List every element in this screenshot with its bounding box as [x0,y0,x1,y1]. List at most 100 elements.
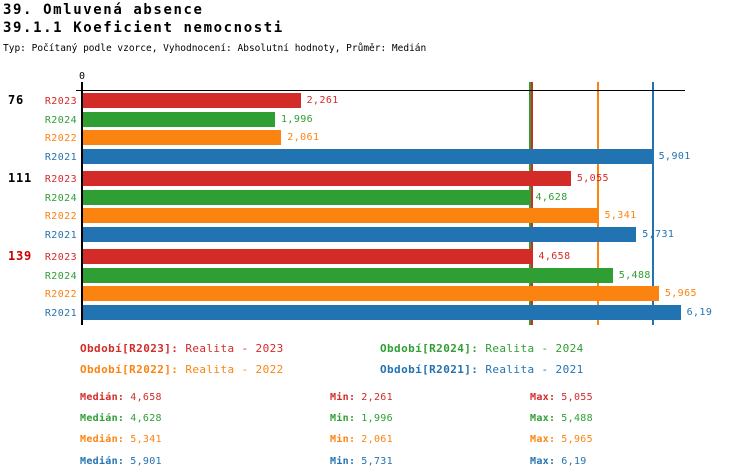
group-label: 111 [8,171,33,185]
series-label: R2023 [44,96,77,107]
x-axis-zero-label: 0 [78,71,86,82]
y-axis-line [81,82,83,325]
group-label: 76 [8,93,25,107]
max-stat-value: 5,488 [561,413,593,425]
series-label: R2024 [44,192,77,204]
bar-value-label: 1,996 [281,113,314,125]
legend-item-R2024: Období[R2024]: Realita - 2024 [380,342,584,355]
median-stat-value: 5,341 [130,434,162,446]
page-title-line-1: 39. Omluvená absence [3,2,204,18]
max-stat-label: Max: [530,392,556,404]
bar-value-label: 6,19 [686,306,713,318]
legend-series-label: Období[R2023]: [80,342,179,355]
median-stat-value: 4,658 [130,392,162,404]
min-stat: Min: 2,061 [330,434,530,445]
bar-value-label: 2,261 [306,95,339,106]
bar-value-label: 5,488 [618,269,651,281]
min-stat-label: Min: [330,455,356,467]
legend-item-R2023: Období[R2023]: Realita - 2023 [80,342,380,355]
legend-series-label: Období[R2021]: [380,363,479,376]
legend-series-text: Realita - 2024 [485,342,584,355]
series-label: R2024 [44,114,77,126]
min-stat: Min: 1,996 [330,413,530,424]
series-label: R2022 [44,133,77,144]
max-stat: Max: 6,19 [530,456,593,467]
series-label: R2021 [44,307,77,319]
group-label: 139 [8,249,33,263]
max-stat: Max: 5,055 [530,392,593,403]
bar-R2024[interactable] [83,111,275,127]
min-stat-label: Min: [330,434,356,446]
min-stat-label: Min: [330,392,356,404]
bar-value-label: 5,731 [642,228,675,240]
legend-series-text: Realita - 2023 [185,342,284,355]
bar-value-label: 5,341 [604,210,637,221]
legend: Období[R2023]: Realita - 2023 Období[R202… [80,338,584,380]
bar-chart: 0 76 R2023 2,261 R2024 1,996 R2022 2,061 R2021 5… [8,71,713,325]
max-stat: Max: 5,965 [530,434,593,445]
page-title-line-2: 39.1.1 Koeficient nemocnosti [3,20,284,36]
median-stat: Medián: 5,901 [80,456,330,467]
median-stat-label: Medián: [80,455,125,467]
min-stat-value: 5,731 [361,455,393,467]
series-label: R2022 [44,289,77,300]
min-stat-label: Min: [330,413,356,425]
max-stat-value: 5,965 [561,434,593,446]
max-stat-value: 5,055 [561,392,593,404]
bar-R2022[interactable] [83,286,659,301]
min-stat-value: 2,261 [361,392,393,404]
x-axis-line [76,90,685,91]
legend-series-label: Období[R2022]: [80,363,179,376]
bar-R2024[interactable] [83,189,530,205]
min-stat-value: 1,996 [361,413,393,425]
stats-table: Medián: 4,658 Min: 2,261 Max: 5,055 Medián:… [80,387,593,472]
max-stat-label: Max: [530,413,556,425]
bar-value-label: 4,628 [535,191,568,203]
bar-value-label: 4,658 [538,251,571,262]
median-stat-label: Medián: [80,392,125,404]
median-stat: Medián: 5,341 [80,434,330,445]
legend-series-text: Realita - 2021 [485,363,584,376]
series-label: R2021 [44,229,77,241]
bar-value-label: 2,061 [287,132,320,143]
median-line-R2021 [651,82,654,325]
bar-R2021[interactable] [83,226,637,242]
max-stat-label: Max: [530,455,556,467]
max-stat-label: Max: [530,434,556,446]
median-stat-value: 4,628 [130,413,162,425]
min-stat: Min: 2,261 [330,392,530,403]
median-line-R2023 [531,82,534,325]
bar-value-label: 5,055 [576,173,609,184]
bar-R2024[interactable] [83,267,613,283]
series-label: R2023 [44,252,77,263]
bar-value-label: 5,965 [664,288,697,299]
bar-R2023[interactable] [83,93,301,108]
bar-R2021[interactable] [83,148,653,164]
min-stat: Min: 5,731 [330,456,530,467]
bar-R2022[interactable] [83,208,599,223]
bar-R2023[interactable] [83,171,571,186]
median-stat-label: Medián: [80,413,125,425]
median-line-R2022 [597,82,600,325]
bar-R2022[interactable] [83,130,282,145]
bar-value-label: 5,901 [658,150,691,162]
median-stat-value: 5,901 [130,455,162,467]
min-stat-value: 2,061 [361,434,393,446]
series-label: R2022 [44,211,77,222]
legend-item-R2022: Období[R2022]: Realita - 2022 [80,363,380,376]
legend-series-text: Realita - 2022 [185,363,284,376]
bar-R2021[interactable] [83,304,681,320]
series-label: R2024 [44,270,77,282]
median-stat-label: Medián: [80,434,125,446]
legend-item-R2021: Období[R2021]: Realita - 2021 [380,363,584,376]
series-label: R2023 [44,174,77,185]
max-stat-value: 6,19 [561,455,587,467]
median-line-R2024 [528,82,531,325]
bar-R2023[interactable] [83,249,533,264]
median-stat: Medián: 4,628 [80,413,330,424]
max-stat: Max: 5,488 [530,413,593,424]
legend-series-label: Období[R2024]: [380,342,479,355]
chart-subtitle: Typ: Počítaný podle vzorce, Vyhodnocení:… [3,43,427,54]
median-stat: Medián: 4,658 [80,392,330,403]
